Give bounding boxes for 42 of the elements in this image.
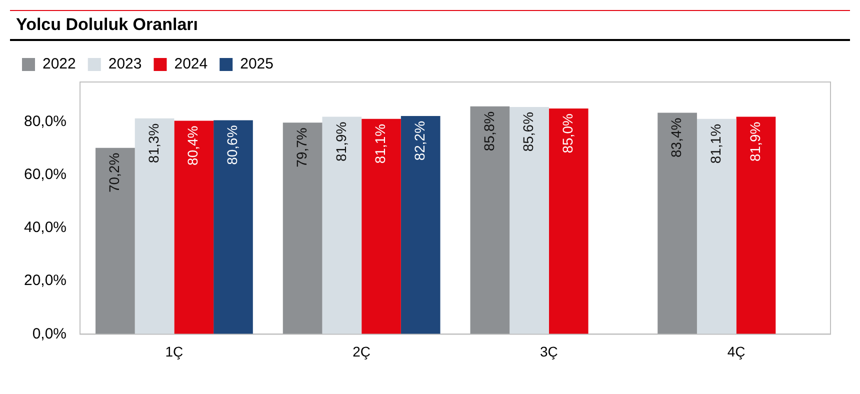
y-tick-label: 80,0% [24,112,67,130]
bar [96,148,135,334]
data-label: 70,2% [106,152,122,193]
data-label: 83,4% [668,118,684,158]
legend-label: 2022 [42,56,76,73]
data-label: 81,9% [332,122,349,162]
chart-title: Yolcu Doluluk Oranları [10,10,850,41]
data-label: 81,3% [145,123,162,164]
bar [134,118,174,334]
bar [658,112,697,334]
data-label: 80,6% [224,125,240,165]
data-label: 81,1% [372,124,388,164]
x-tick-label: 1Ç [165,343,184,360]
bar [362,118,401,334]
bar [400,116,440,334]
legend-label: 2023 [108,56,142,73]
bar [736,116,776,334]
y-tick-label: 60,0% [24,166,67,184]
bar [282,122,322,334]
data-label: 79,7% [293,128,310,168]
bar [174,120,214,334]
bar [510,106,549,334]
y-tick-label: 20,0% [24,272,67,290]
bar [548,108,588,334]
bar [696,118,736,334]
bar [322,116,362,334]
data-label: 81,9% [746,122,763,162]
data-label: 82,2% [411,120,428,161]
data-label: 85,8% [480,111,497,152]
data-label: 81,1% [708,124,724,164]
x-tick-label: 2Ç [352,343,371,360]
bar [214,120,253,334]
x-tick-label: 3Ç [540,343,558,360]
data-label: 80,4% [184,126,201,166]
y-tick-label: 40,0% [24,219,67,236]
data-label: 85,6% [520,112,536,152]
x-tick-label: 4Ç [727,343,746,360]
legend-label: 2025 [240,56,274,73]
y-tick-label: 0,0% [32,325,67,342]
bar [470,106,510,334]
legend-label: 2024 [174,56,208,73]
data-label: 85,0% [559,114,576,154]
